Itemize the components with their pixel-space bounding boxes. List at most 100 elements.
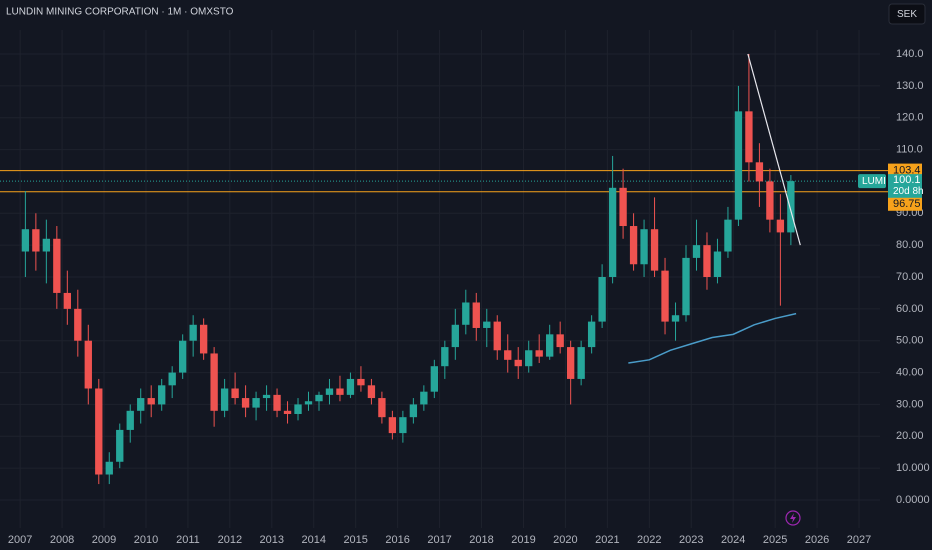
event-bolt — [790, 513, 796, 523]
candle-body — [294, 404, 302, 414]
x-tick-label: 2019 — [511, 534, 535, 546]
last-price-label: 100.1 — [893, 174, 921, 186]
candle-body — [724, 219, 732, 252]
candle-body — [116, 429, 124, 462]
candle-body — [640, 229, 648, 265]
candle-body — [692, 245, 701, 258]
candle-body — [241, 398, 250, 408]
symbol-box — [858, 174, 886, 189]
candle-body — [336, 388, 344, 395]
candle-body — [734, 111, 743, 220]
candle-body — [315, 394, 323, 402]
level-label: 103.4 — [893, 165, 921, 177]
candle-body — [178, 340, 187, 373]
candle-body — [63, 292, 71, 309]
x-tick-label: 2014 — [302, 534, 326, 546]
x-tick-label: 2017 — [427, 534, 451, 546]
x-tick-label: 2013 — [260, 534, 284, 546]
x-tick-label: 2020 — [553, 534, 577, 546]
x-tick-label: 2012 — [218, 534, 242, 546]
candle-body — [483, 321, 491, 328]
candle-body — [42, 238, 51, 252]
candle-body — [199, 324, 208, 354]
candle-body — [525, 350, 533, 367]
candle-body — [158, 385, 166, 405]
y-tick-label: 70.00 — [896, 271, 924, 283]
candle-body — [84, 340, 92, 389]
candle-body — [32, 229, 40, 252]
candle-body — [703, 245, 711, 277]
candle-body — [283, 410, 292, 414]
candle-body — [367, 385, 376, 399]
y-tick-label: 40.00 — [896, 366, 924, 378]
candle-body — [671, 315, 680, 322]
candle-body — [661, 270, 669, 322]
candle-body — [504, 350, 512, 360]
symbol-label: LUMI — [862, 176, 886, 187]
x-tick-label: 2009 — [92, 534, 116, 546]
currency-label[interactable]: SEK — [897, 9, 917, 20]
x-tick-label: 2010 — [134, 534, 158, 546]
candle-body — [53, 238, 61, 293]
candle-body — [755, 162, 764, 182]
candle-body — [220, 388, 229, 411]
y-tick-label: 80.00 — [896, 239, 924, 251]
candle-body — [273, 394, 281, 411]
candle-body — [776, 219, 785, 233]
candle-body — [399, 417, 407, 434]
candle-body — [189, 324, 197, 341]
x-tick-label: 2026 — [805, 534, 829, 546]
candle-body — [629, 226, 638, 265]
candle-body — [304, 401, 313, 405]
x-tick-label: 2011 — [176, 534, 200, 546]
moving-average — [628, 312, 797, 364]
x-tick-label: 2016 — [385, 534, 409, 546]
candle-body — [650, 229, 659, 271]
currency-button[interactable] — [888, 3, 926, 25]
x-tick-label: 2008 — [50, 534, 74, 546]
chart-title: LUNDIN MINING CORPORATION · 1M · OMXSTO — [6, 7, 234, 18]
candle-body — [231, 388, 239, 399]
candle-body — [451, 324, 459, 348]
candle-body — [787, 181, 795, 233]
candle-body — [126, 410, 134, 430]
level-label-box — [888, 197, 922, 211]
candle-body — [409, 404, 418, 418]
x-tick-label: 2007 — [8, 534, 32, 546]
y-tick-label: 140.0 — [896, 48, 924, 60]
candle-body — [388, 417, 397, 434]
event-icon[interactable] — [785, 510, 801, 526]
x-tick-label: 2025 — [763, 534, 787, 546]
candle-body — [493, 321, 501, 351]
y-tick-label: 50.00 — [896, 335, 924, 347]
candle-body — [137, 398, 145, 411]
candle-body — [346, 378, 355, 395]
y-tick-label: 0.0000 — [896, 494, 930, 506]
candle-body — [514, 359, 522, 367]
y-tick-label: 60.00 — [896, 303, 924, 315]
x-tick-label: 2027 — [847, 534, 871, 546]
candle-body — [147, 398, 155, 405]
candle-body — [210, 353, 218, 411]
candle-body — [252, 398, 260, 408]
candle-body — [587, 321, 596, 348]
candle-body — [441, 347, 449, 367]
trend-line — [747, 53, 801, 246]
x-tick-label: 2023 — [679, 534, 703, 546]
candle-body — [472, 302, 480, 328]
candle-body — [556, 334, 564, 348]
candle-body — [21, 229, 30, 252]
candle-body — [262, 394, 271, 399]
candle-body — [378, 398, 386, 418]
candle-body — [462, 302, 470, 325]
candle-body — [325, 388, 334, 395]
candle-body — [535, 350, 543, 357]
candle-body — [546, 334, 554, 357]
x-tick-label: 2022 — [637, 534, 661, 546]
x-tick-label: 2024 — [721, 534, 745, 546]
candle-body — [74, 308, 82, 341]
candle-body — [598, 277, 606, 322]
candle-body — [766, 181, 774, 220]
